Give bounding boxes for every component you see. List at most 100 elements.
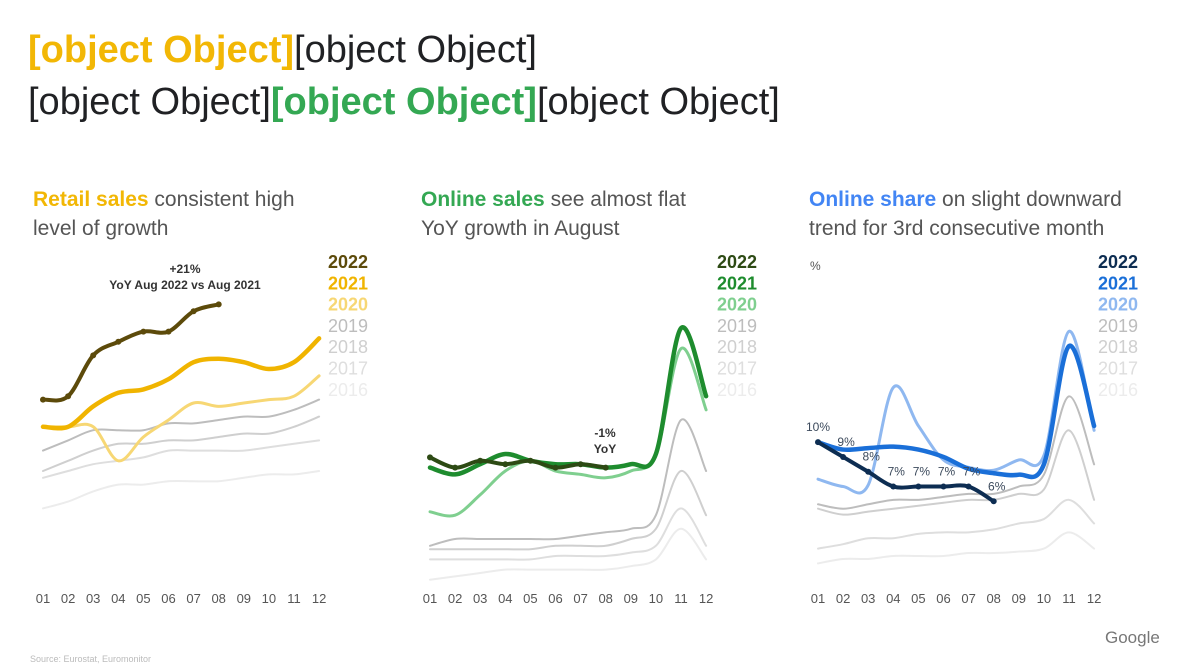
x-tick-label: 11 — [287, 591, 301, 606]
chart-title: YoY growth in August — [421, 217, 620, 240]
x-tick-label: 10 — [262, 591, 276, 606]
title-part: [object Object] — [537, 81, 780, 123]
value-label: 6% — [988, 479, 1006, 493]
point — [990, 498, 997, 505]
x-tick-label: 05 — [911, 591, 925, 606]
x-tick-label: 05 — [523, 591, 537, 606]
x-tick-label: 08 — [986, 591, 1000, 606]
x-tick-label: 02 — [61, 591, 75, 606]
x-tick-label: 01 — [423, 591, 437, 606]
point — [840, 453, 847, 460]
legend-label: 2020 — [1098, 295, 1138, 315]
series-line — [817, 395, 1096, 510]
point — [40, 396, 46, 403]
series-line — [41, 374, 321, 463]
x-tick-label: 08 — [598, 591, 612, 606]
point — [140, 328, 147, 335]
x-tick-label: 12 — [699, 591, 713, 606]
x-tick-label: 02 — [448, 591, 462, 606]
series-line — [42, 398, 321, 452]
chart-title-highlight: Online share — [809, 188, 936, 211]
point — [865, 468, 872, 475]
x-tick-label: 08 — [211, 591, 225, 606]
legend-label: 2022 — [328, 252, 368, 272]
point — [940, 483, 947, 490]
x-tick-label: 11 — [674, 591, 688, 606]
x-tick-label: 04 — [498, 591, 512, 606]
title-part: [object Object] — [271, 81, 537, 123]
chart-title: level of growth — [33, 217, 168, 240]
title-line: [object Object][object Object] — [28, 29, 537, 71]
series-line — [41, 302, 221, 403]
chart-title: Online sales see almost flat — [421, 188, 686, 211]
x-tick-label: 12 — [1087, 591, 1101, 606]
point — [577, 461, 584, 468]
x-tick-label: 03 — [861, 591, 875, 606]
point — [190, 308, 197, 315]
source: Source: Eurostat, Euromonitor — [30, 654, 151, 664]
x-tick-label: 05 — [136, 591, 150, 606]
x-tick-label: 09 — [1012, 591, 1026, 606]
x-tick-label: 04 — [886, 591, 900, 606]
series-line — [429, 418, 708, 547]
chart-title: trend for 3rd consecutive month — [809, 217, 1104, 240]
title-part: [object Object] — [294, 29, 537, 71]
legend-label: 2022 — [717, 252, 757, 272]
chart-title-rest: consistent high — [149, 188, 295, 211]
series-line — [42, 470, 321, 510]
series-line — [429, 527, 708, 581]
point — [815, 439, 821, 446]
series-line — [817, 429, 1096, 516]
x-tick-label: 06 — [548, 591, 562, 606]
series-line — [42, 439, 321, 479]
logo: Google — [1105, 628, 1160, 647]
point — [90, 352, 97, 359]
series-line — [42, 415, 321, 472]
x-tick-label: 06 — [936, 591, 950, 606]
x-tick-label: 12 — [312, 591, 326, 606]
x-tick-label: 07 — [961, 591, 975, 606]
x-tick-label: 07 — [186, 591, 200, 606]
legend-label: 2017 — [717, 359, 757, 379]
value-label: 10% — [806, 420, 830, 434]
legend-label: 2016 — [1098, 380, 1138, 400]
title-part: [object Object] — [28, 29, 294, 71]
series-line — [815, 343, 1097, 480]
x-tick-label: 09 — [624, 591, 638, 606]
x-tick-label: 10 — [1037, 591, 1051, 606]
value-label: 7% — [888, 465, 906, 479]
point — [890, 483, 897, 490]
series-line — [817, 498, 1096, 550]
legend-label: 2019 — [717, 316, 757, 336]
annotation: YoY — [594, 442, 616, 456]
x-tick-label: 01 — [811, 591, 825, 606]
series-line — [429, 470, 708, 551]
legend-label: 2021 — [328, 273, 368, 293]
annotation: -1% — [594, 426, 616, 440]
legend-label: 2021 — [717, 273, 757, 293]
x-tick-label: 06 — [161, 591, 175, 606]
legend-label: 2018 — [1098, 337, 1138, 357]
x-tick-label: 10 — [649, 591, 663, 606]
annotation: YoY Aug 2022 vs Aug 2021 — [109, 278, 261, 292]
point — [527, 457, 534, 464]
legend-label: 2018 — [717, 337, 757, 357]
value-label: 9% — [837, 435, 855, 449]
legend-label: 2016 — [328, 380, 368, 400]
point — [602, 464, 609, 471]
y-unit: % — [810, 259, 821, 273]
point — [215, 301, 222, 308]
legend-label: 2019 — [328, 316, 368, 336]
legend-label: 2022 — [1098, 252, 1138, 272]
legend-label: 2017 — [328, 359, 368, 379]
legend-label: 2018 — [328, 337, 368, 357]
x-tick-label: 02 — [836, 591, 850, 606]
x-tick-label: 03 — [86, 591, 100, 606]
chart-title-highlight: Online sales — [421, 188, 545, 211]
chart-title-rest: see almost flat — [545, 188, 686, 211]
legend-label: 2021 — [1098, 273, 1138, 293]
series-line — [428, 346, 708, 518]
point — [452, 464, 459, 471]
point — [115, 338, 122, 345]
series-line — [429, 507, 708, 561]
